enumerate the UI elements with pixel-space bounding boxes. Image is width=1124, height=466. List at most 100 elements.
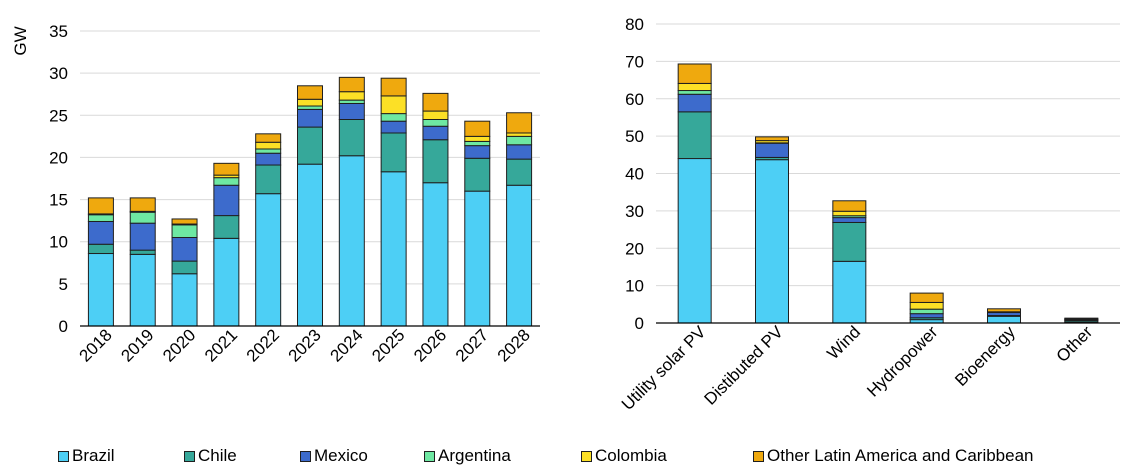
legend-swatch	[184, 450, 195, 462]
right-bar-wind-other-latin-america-and-caribbean	[832, 200, 867, 212]
right-bar-wind-brazil	[832, 260, 867, 324]
right-bar-wind-chile	[832, 221, 867, 262]
right-y-tick-label: 80	[625, 15, 644, 34]
right-x-tick-label-bioenergy: Bioenergy	[951, 322, 1019, 390]
legend-item-mexico: Mexico	[300, 446, 368, 465]
legend-label: Argentina	[438, 446, 511, 465]
right-bar-utility-solar-pv-colombia	[677, 82, 712, 92]
legend-item-argentina: Argentina	[424, 446, 511, 465]
right-x-tick-label-other: Other	[1053, 322, 1097, 366]
right-y-tick-label: 30	[625, 202, 644, 221]
legend-label: Chile	[198, 446, 237, 465]
left-bar-2023-chile	[297, 126, 323, 165]
legend-label: Brazil	[72, 446, 115, 465]
right-bar-utility-solar-pv-mexico	[677, 93, 712, 113]
left-y-axis-label: GW	[11, 26, 30, 55]
left-x-tick-label-2025: 2025	[368, 325, 408, 365]
right-y-tick-label: 40	[625, 165, 644, 184]
left-bar-2025-brazil	[380, 171, 407, 327]
legend: Brazil Chile Mexico Argentina Colombia Other …	[0, 446, 1124, 466]
legend-swatch	[753, 450, 764, 462]
left-bar-2023-other-latin-america-and-caribbean	[297, 85, 323, 100]
left-x-tick-label-2024: 2024	[326, 325, 366, 365]
right-y-tick-label: 60	[625, 90, 644, 109]
legend-swatch	[581, 450, 592, 462]
left-bar-2024-other-latin-america-and-caribbean	[338, 76, 365, 93]
legend-item-chile: Chile	[184, 446, 237, 465]
left-bar-2028-other-latin-america-and-caribbean	[506, 112, 533, 134]
left-bar-2027-mexico	[464, 145, 491, 159]
left-bar-2027-colombia	[464, 135, 491, 142]
left-x-tick-label-2026: 2026	[410, 325, 450, 365]
left-bar-2023-mexico	[297, 108, 323, 128]
left-bar-2027-other-latin-america-and-caribbean	[464, 120, 491, 137]
legend-swatch	[300, 450, 311, 462]
left-x-tick-label-2020: 2020	[159, 325, 199, 365]
left-bar-2018-brazil	[87, 253, 114, 327]
left-bar-2026-chile	[422, 139, 449, 184]
legend-item-brazil: Brazil	[58, 446, 115, 465]
left-bar-2024-colombia	[338, 91, 365, 101]
left-bar-2027-argentina	[464, 140, 491, 147]
left-bar-2019-argentina	[129, 211, 156, 224]
right-bar-utility-solar-pv-brazil	[677, 158, 712, 324]
left-x-tick-label-2023: 2023	[285, 325, 325, 365]
left-x-tick-label-2018: 2018	[76, 325, 116, 365]
right-y-tick-label: 10	[625, 277, 644, 296]
left-bar-2028-colombia	[506, 132, 533, 137]
left-bar-2026-other-latin-america-and-caribbean	[422, 92, 449, 112]
left-y-tick-label: 5	[59, 275, 68, 294]
legend-swatch	[424, 450, 435, 462]
left-bar-2019-brazil	[129, 253, 156, 327]
right-bar-wind-mexico	[832, 217, 867, 223]
right-bar-utility-solar-pv-other-latin-america-and-caribbean	[677, 63, 712, 84]
left-bar-2021-chile	[213, 215, 240, 239]
right-y-tick-label: 50	[625, 127, 644, 146]
right-bar-wind-colombia	[832, 210, 867, 217]
right-x-tick-label-utility-solar-pv: Utility solar PV	[618, 322, 710, 414]
left-bar-2023-argentina	[297, 105, 323, 110]
left-bar-2024-mexico	[338, 102, 365, 121]
right-y-tick-label: 20	[625, 239, 644, 258]
legend-label: Other Latin America and Caribbean	[767, 446, 1034, 465]
left-y-tick-label: 30	[49, 64, 68, 83]
legend-item-other-latin-america-and-caribbean: Other Latin America and Caribbean	[753, 446, 1034, 465]
left-y-tick-label: 25	[49, 106, 68, 125]
right-bar-distibuted-pv-other-latin-america-and-caribbean	[755, 136, 789, 142]
left-bar-2024-brazil	[338, 155, 365, 327]
left-bar-2026-argentina	[422, 119, 449, 127]
left-bar-2027-brazil	[464, 190, 491, 327]
left-bar-2020-argentina	[171, 224, 198, 239]
left-bar-2025-chile	[380, 132, 407, 173]
legend-label: Mexico	[314, 446, 368, 465]
left-bar-2026-colombia	[422, 110, 449, 120]
right-x-tick-label-wind: Wind	[823, 322, 864, 363]
left-bar-2027-chile	[464, 157, 491, 192]
left-bar-2019-mexico	[129, 222, 156, 251]
right-x-tick-label-distibuted-pv: Distibuted PV	[701, 322, 788, 409]
left-x-tick-label-2022: 2022	[243, 325, 283, 365]
right-bar-distibuted-pv-brazil	[755, 159, 789, 324]
left-bar-2022-colombia	[255, 141, 282, 150]
right-bar-utility-solar-pv-chile	[677, 111, 712, 160]
left-bar-2021-brazil	[213, 237, 240, 327]
right-bar-bioenergy-brazil	[987, 315, 1021, 324]
left-y-tick-label: 0	[59, 317, 68, 336]
left-bar-2028-chile	[506, 158, 533, 186]
left-bar-2028-mexico	[506, 144, 533, 160]
right-x-tick-label-hydropower: Hydropower	[863, 322, 941, 400]
left-bar-2018-argentina	[87, 214, 114, 222]
left-bar-2028-argentina	[506, 135, 533, 146]
left-y-tick-label: 10	[49, 233, 68, 252]
right-bar-distibuted-pv-mexico	[755, 142, 789, 158]
left-x-tick-label-2019: 2019	[117, 325, 157, 365]
left-bar-2019-chile	[129, 249, 156, 255]
right-bar-other-other-latin-america-and-caribbean	[1064, 317, 1099, 320]
left-bar-2021-other-latin-america-and-caribbean	[213, 162, 240, 176]
right-bar-hydropower-argentina	[909, 308, 944, 315]
left-bar-2018-chile	[87, 243, 114, 255]
left-x-tick-label-2028: 2028	[494, 325, 534, 365]
left-bar-2022-brazil	[255, 193, 282, 327]
right-chart: 0 10 20 30 40 50 60 70 80 Utility solar PVDistibu…	[618, 15, 1120, 414]
